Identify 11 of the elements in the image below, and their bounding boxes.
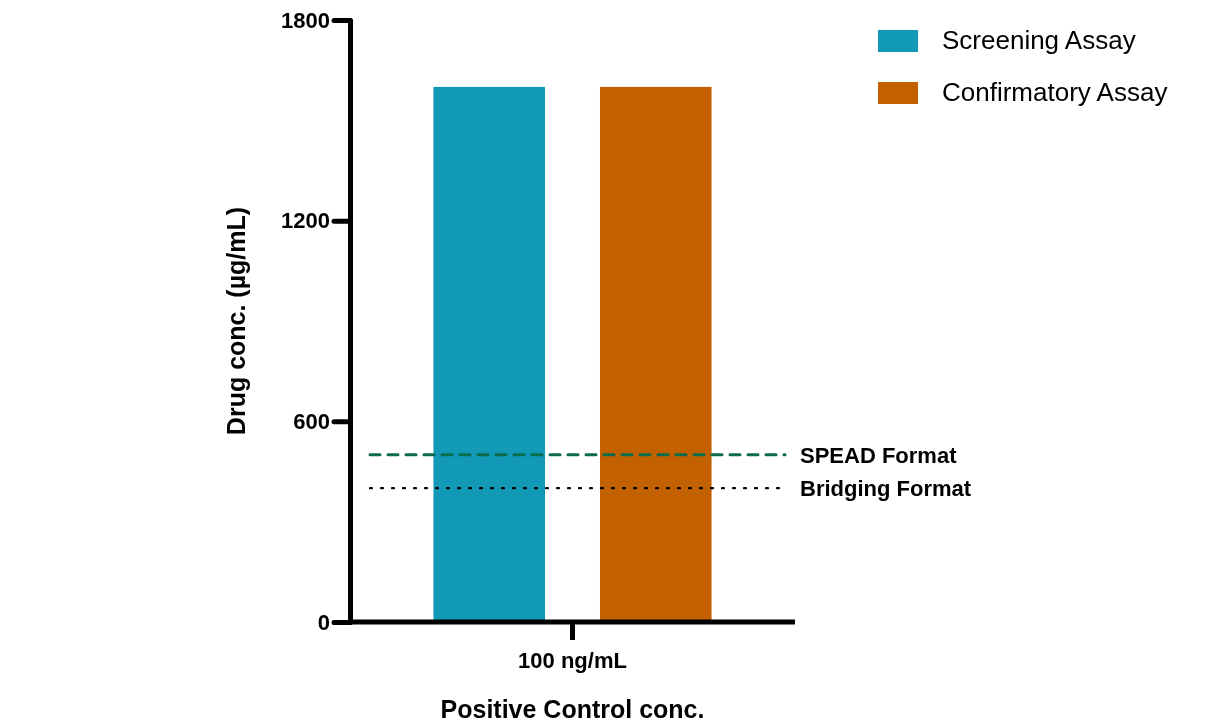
y-tick-label: 0 xyxy=(317,609,330,635)
ref-line-label: SPEAD Format xyxy=(800,442,958,468)
y-tick-label: 1800 xyxy=(281,7,330,33)
x-axis-title: Positive Control conc. xyxy=(440,695,705,723)
x-tick-label: 100 ng/mL xyxy=(518,647,627,673)
legend-label: Confirmatory Assay xyxy=(942,77,1168,107)
y-tick-label: 1200 xyxy=(281,208,330,234)
ref-line-label: Bridging Format xyxy=(800,476,972,502)
y-axis-title: Drug conc. (µg/mL) xyxy=(222,206,250,436)
legend-label: Screening Assay xyxy=(942,25,1136,55)
y-tick-label: 600 xyxy=(293,408,330,434)
